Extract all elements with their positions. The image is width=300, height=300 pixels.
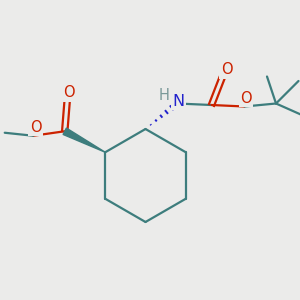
Text: O: O (221, 62, 232, 77)
Text: O: O (30, 120, 41, 135)
Text: O: O (240, 91, 252, 106)
Text: N: N (172, 94, 184, 109)
Text: O: O (63, 85, 74, 100)
Text: H: H (159, 88, 170, 103)
Polygon shape (63, 128, 105, 152)
